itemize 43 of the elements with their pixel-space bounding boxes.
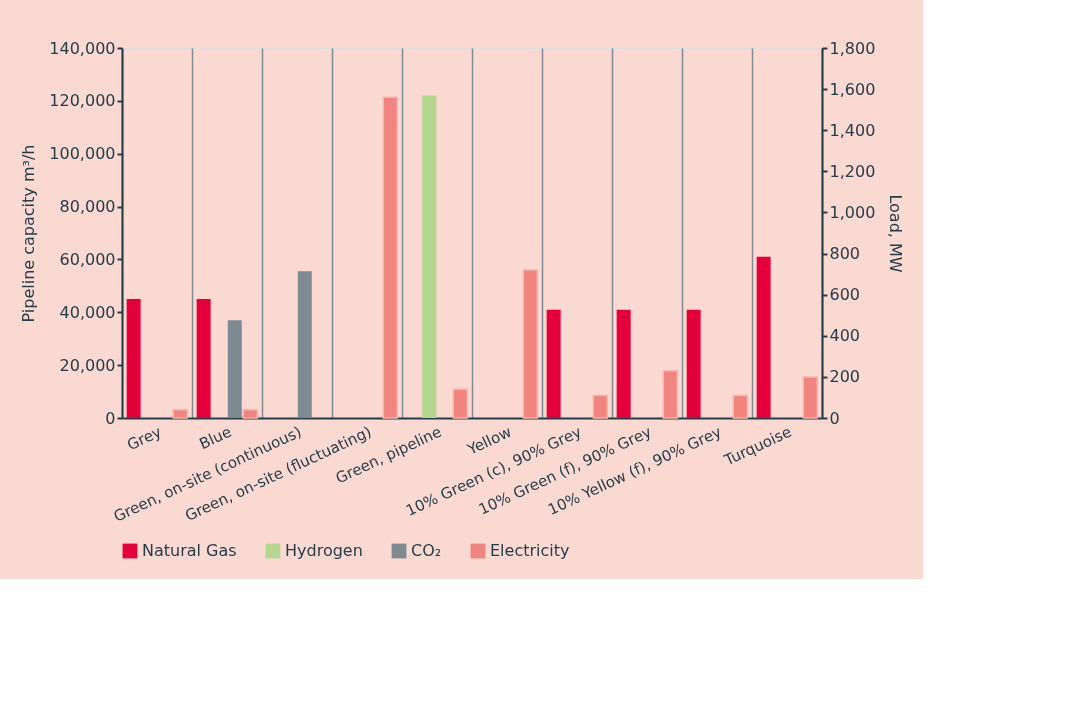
y2-tick-label: 1,400 [829, 120, 876, 140]
y-tick-label: 120,000 [49, 91, 116, 111]
bar [662, 369, 679, 419]
y2-tick-label: 0 [829, 408, 840, 428]
legend-label: Electricity [490, 541, 570, 560]
bar [546, 309, 561, 418]
bar [382, 96, 399, 419]
bar [227, 320, 242, 418]
x-tick-label: Grey [124, 422, 165, 455]
bar [686, 309, 701, 418]
y-tick-label: 100,000 [49, 144, 116, 164]
y-tick-label: 0 [105, 408, 116, 428]
bar [732, 394, 749, 419]
y-tick-label: 20,000 [59, 355, 116, 375]
y2-tick-label: 400 [829, 326, 861, 346]
bar [616, 309, 631, 418]
bar [522, 269, 539, 419]
y2-tick-label: 1,200 [829, 161, 876, 181]
y2-tick-label: 200 [829, 367, 861, 387]
bar [196, 299, 211, 418]
bar [452, 388, 469, 419]
legend-label: Hydrogen [285, 541, 363, 560]
bar [172, 409, 189, 419]
bar [297, 271, 312, 418]
y-axis-title: Pipeline capacity m³/h [19, 144, 39, 323]
y2-tick-label: 1,800 [829, 38, 876, 58]
bar [802, 376, 819, 419]
y2-axis-title: Load, MW [886, 194, 906, 273]
bar [756, 256, 771, 418]
legend-label: CO₂ [411, 541, 442, 560]
y2-tick-label: 800 [829, 244, 861, 264]
y-tick-label: 140,000 [49, 38, 116, 58]
bar [592, 394, 609, 419]
y2-tick-label: 600 [829, 285, 861, 305]
legend-label: Natural Gas [142, 541, 237, 560]
bar [126, 299, 141, 418]
y-tick-label: 40,000 [59, 302, 116, 322]
y2-tick-label: 1,000 [829, 202, 876, 222]
bar [422, 95, 437, 418]
y-tick-label: 60,000 [59, 249, 116, 269]
bar [242, 409, 259, 419]
y-tick-label: 80,000 [59, 197, 116, 217]
y2-tick-label: 1,600 [829, 79, 876, 99]
